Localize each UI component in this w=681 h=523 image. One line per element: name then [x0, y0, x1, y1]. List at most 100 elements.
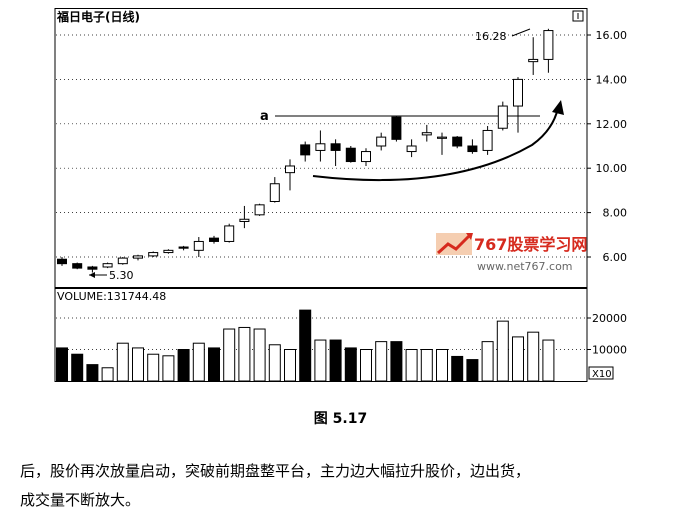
price-tick-label: 10.00 [596, 162, 628, 175]
volume-bar [86, 364, 99, 382]
candle-body [102, 263, 113, 268]
candle-body [482, 129, 493, 151]
candle-body [209, 237, 219, 242]
volume-unit: X10 [592, 369, 612, 380]
high-price-label: 16.28 [475, 30, 507, 43]
watermark-chart-icon [436, 233, 473, 255]
resistance-line-group: a [260, 109, 540, 124]
chart-title: 福日电子(日线) [56, 9, 140, 24]
price-tick-label: 16.00 [596, 29, 628, 42]
annotations: 5.30 16.28 [89, 28, 564, 282]
volume-bar [132, 347, 144, 382]
arrow-head [552, 100, 564, 115]
volume-bar [405, 349, 418, 382]
candle-body [72, 263, 83, 269]
volume-bars [56, 309, 555, 382]
candle-body [224, 225, 235, 242]
volume-bar [223, 328, 236, 382]
candle-body [178, 246, 189, 249]
volume-bar [71, 353, 84, 382]
candle-body [330, 143, 341, 151]
watermark-url: www.net767.com [477, 260, 573, 273]
volume-bar [208, 347, 220, 382]
candle-body [421, 132, 432, 136]
volume-bar [314, 339, 327, 382]
volume-bar [192, 342, 205, 382]
volume-axis-ticks: 20000 10000 [587, 312, 627, 357]
candle-body [315, 143, 326, 151]
candle-body [345, 147, 356, 163]
candle-body [528, 58, 539, 63]
volume-bar [284, 349, 296, 382]
volume-bar [527, 331, 540, 382]
low-pointer-head [89, 272, 95, 278]
candle-body [376, 136, 387, 147]
candles [57, 28, 554, 273]
volume-bar [344, 347, 357, 382]
candle-body [513, 78, 523, 107]
candlestick-chart: 福日电子(日线) 6.00 8.00 10.00 12.00 14.00 16.00 76… [54, 8, 627, 382]
volume-bar [116, 342, 129, 382]
volume-bar [238, 326, 251, 382]
candle-body [193, 240, 204, 251]
candle-body [437, 136, 447, 139]
candle-body [361, 151, 371, 163]
volume-bar [147, 353, 160, 382]
candle-body [543, 30, 554, 60]
volume-bar [162, 355, 175, 382]
volume-bar [177, 349, 190, 382]
volume-bar [496, 320, 509, 382]
volume-bar [390, 341, 403, 382]
price-tick-label: 6.00 [603, 251, 628, 264]
price-tick-label: 12.00 [596, 118, 628, 131]
volume-bar [56, 347, 68, 382]
volume-label: VOLUME:131744.48 [57, 290, 166, 303]
candle-body [133, 255, 143, 259]
volume-bar [253, 328, 266, 382]
volume-bar [268, 344, 281, 382]
figure-caption: 图 5.17 [313, 411, 368, 427]
price-gridlines [56, 34, 586, 258]
volume-bar [299, 309, 312, 382]
high-pointer-line [511, 28, 531, 37]
candle-body [57, 258, 67, 265]
volume-bar [436, 349, 448, 382]
resistance-label: a [260, 109, 269, 124]
volume-bar [451, 355, 464, 382]
watermark-brand: 767股票学习网 [474, 235, 587, 254]
candle-body [254, 204, 265, 216]
candle-body [300, 144, 311, 156]
candle-body [467, 145, 478, 153]
body-text-line-1: 后，股价再次放量启动，突破前期盘整平台，主力边大幅拉升股价，边出货， [20, 462, 531, 480]
volume-tick-label: 20000 [592, 312, 627, 325]
volume-bar [512, 336, 524, 382]
volume-unit-box [588, 366, 614, 380]
candle-body [391, 116, 402, 140]
volume-bar [101, 367, 114, 382]
candle-body [285, 165, 295, 174]
volume-bar [375, 341, 388, 382]
candle-body [148, 252, 159, 257]
volume-tick-label: 10000 [592, 344, 627, 357]
candle-body [163, 249, 174, 254]
candle-body [239, 218, 250, 222]
volume-bar [329, 339, 342, 382]
volume-bar [466, 359, 479, 382]
price-axis-ticks: 6.00 8.00 10.00 12.00 14.00 16.00 [587, 29, 627, 264]
volume-bar [481, 341, 494, 382]
candle-body [452, 136, 463, 147]
price-tick-label: 14.00 [596, 73, 628, 86]
low-price-label: 5.30 [109, 269, 134, 282]
body-text-line-2: 成交量不断放大。 [20, 491, 141, 509]
candle-body [497, 105, 508, 129]
candle-body [117, 257, 128, 265]
volume-bar [420, 349, 433, 382]
candle-body [87, 266, 98, 270]
volume-bar [360, 349, 372, 382]
panel-toggle-icon[interactable] [572, 10, 584, 22]
price-tick-label: 8.00 [603, 207, 628, 220]
watermark-logo: 767股票学习网 www.net767.com [436, 233, 587, 273]
breakout-curve-arrow [312, 107, 559, 182]
volume-bar [542, 339, 555, 382]
candle-body [406, 145, 417, 153]
